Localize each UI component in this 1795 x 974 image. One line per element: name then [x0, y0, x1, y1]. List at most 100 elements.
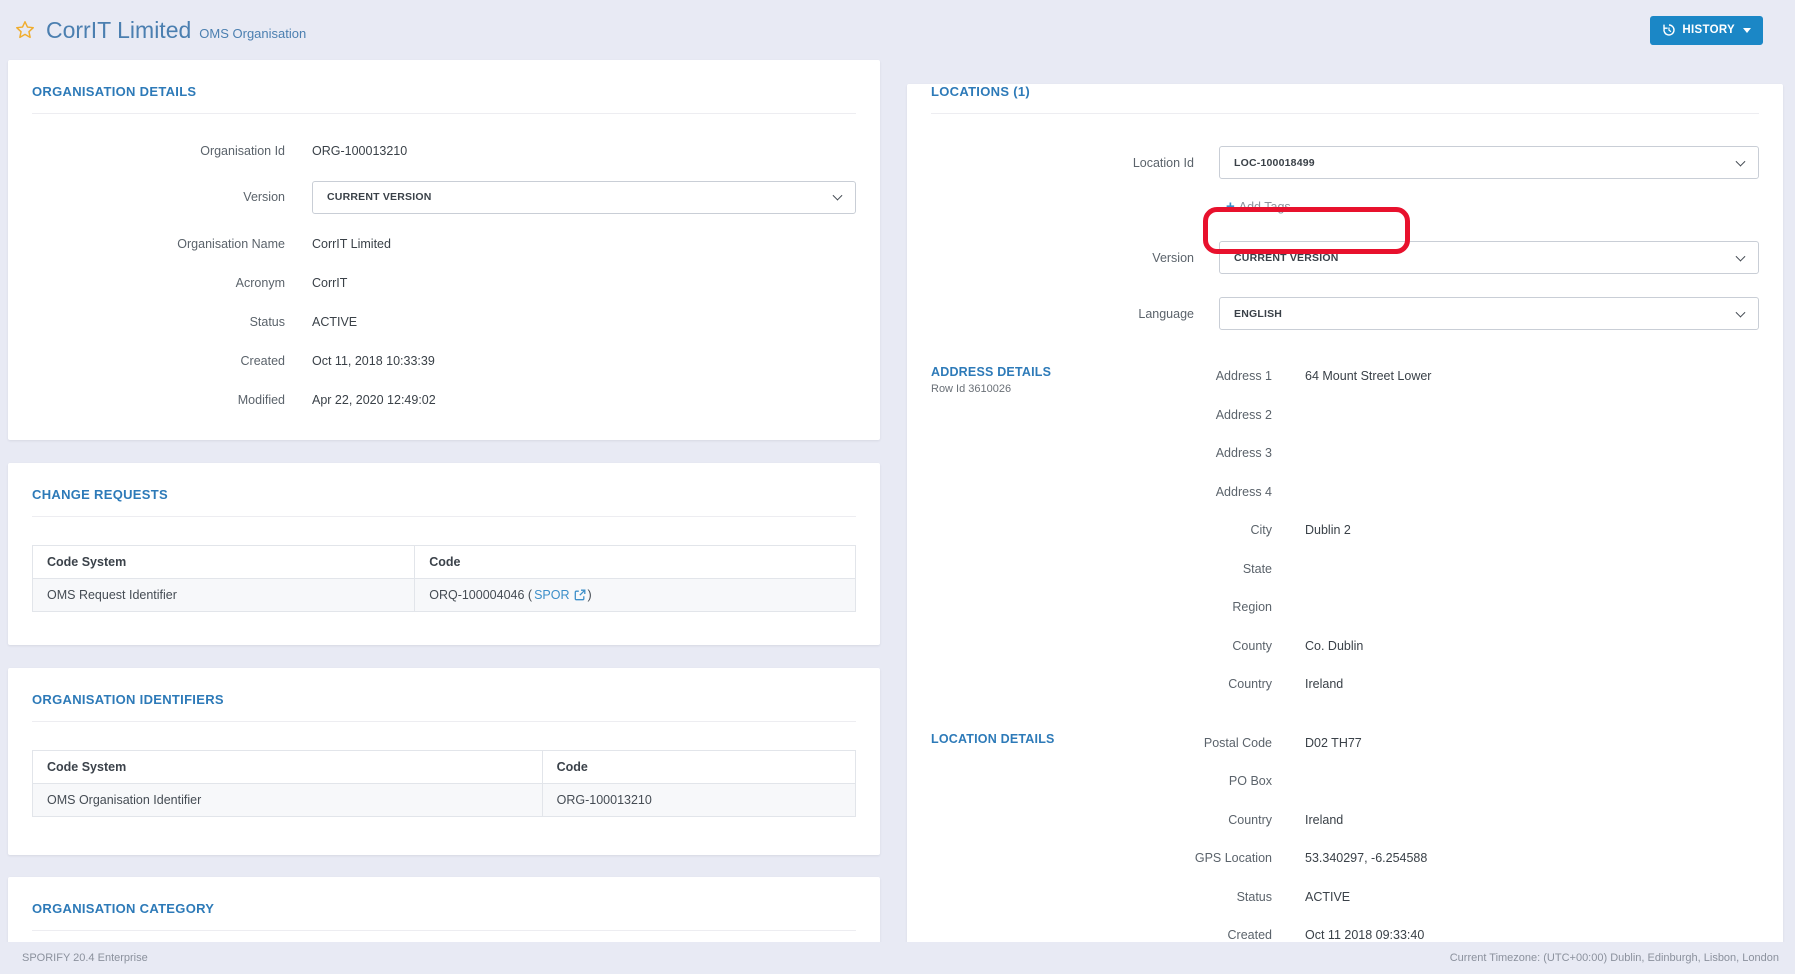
- field-label: Postal Code: [1203, 735, 1272, 750]
- change-requests-table: Code System Code OMS Request Identifier …: [32, 545, 856, 612]
- spor-link[interactable]: SPOR: [534, 588, 570, 602]
- field-label: Language: [1138, 306, 1194, 321]
- field-label: Address 1: [1215, 369, 1272, 384]
- cell-code: ORQ-100004046 ( SPOR ): [415, 579, 855, 611]
- org-version-select[interactable]: CURRENT VERSION: [312, 180, 856, 214]
- subsection-title-address-details: ADDRESS DETAILS: [931, 365, 1052, 379]
- organisation-details-card: ORGANISATION DETAILS Organisation Id ORG…: [8, 60, 880, 440]
- divider: [32, 516, 856, 517]
- field-value: Oct 11, 2018 10:33:39: [312, 353, 435, 368]
- field-value: CorrIT Limited: [312, 236, 391, 251]
- external-link-icon[interactable]: [574, 589, 586, 601]
- divider: [32, 113, 856, 114]
- caret-down-icon: [1743, 27, 1751, 33]
- page-subtitle: OMS Organisation: [199, 25, 307, 41]
- field-row-organisation-id: Organisation Id ORG-100013210: [32, 131, 856, 170]
- cell-code: ORG-100013210: [556, 793, 652, 807]
- history-button[interactable]: HISTORY: [1650, 15, 1763, 45]
- field-row-region: Region: [931, 588, 1759, 627]
- field-label: Country: [1228, 812, 1272, 827]
- field-label: Address 3: [1215, 446, 1272, 461]
- row-id-text: Row Id 3610026: [931, 383, 1012, 395]
- field-row-po-box: PO Box: [931, 762, 1759, 801]
- divider: [32, 721, 856, 722]
- field-label: PO Box: [1228, 774, 1272, 789]
- section-title-organisation-details: ORGANISATION DETAILS: [32, 84, 197, 99]
- location-details-section: LOCATION DETAILS Postal Code D02 TH77 PO…: [931, 724, 1759, 955]
- locations-card: LOCATIONS (1) Location Id LOC-100018499: [907, 84, 1783, 974]
- history-button-label: HISTORY: [1682, 24, 1735, 36]
- footer-timezone: Current Timezone: (UTC+00:00) Dublin, Ed…: [1449, 952, 1779, 964]
- field-label: Address 2: [1215, 407, 1272, 422]
- field-value: CorrIT: [312, 275, 348, 290]
- field-label: Region: [1232, 600, 1272, 615]
- table-row: OMS Request Identifier ORQ-100004046 ( S…: [33, 578, 855, 611]
- field-row-state: State: [931, 550, 1759, 589]
- organisation-identifiers-card: ORGANISATION IDENTIFIERS Code System Cod…: [8, 668, 880, 855]
- section-title-change-requests: CHANGE REQUESTS: [32, 487, 168, 502]
- cell-code-system: OMS Request Identifier: [33, 579, 416, 611]
- chevron-down-icon: [1735, 307, 1746, 318]
- selected-value: LOC-100018499: [1234, 156, 1315, 169]
- field-label: Created: [240, 353, 285, 368]
- field-value: Ireland: [1305, 812, 1344, 827]
- divider: [931, 113, 1759, 114]
- field-row-county: County Co. Dublin: [931, 627, 1759, 666]
- right-column: LOCATIONS (1) Location Id LOC-100018499: [907, 60, 1783, 974]
- field-row-gps-location: GPS Location 53.340297, -6.254588: [931, 839, 1759, 878]
- field-label: Created: [1227, 928, 1272, 943]
- column-header-code: Code: [429, 555, 461, 569]
- field-value: Dublin 2: [1305, 523, 1351, 538]
- page-title-group: CorrIT Limited OMS Organisation: [46, 17, 306, 44]
- section-title-organisation-identifiers: ORGANISATION IDENTIFIERS: [32, 692, 224, 707]
- field-row-address-3: Address 3: [931, 434, 1759, 473]
- add-tags-link[interactable]: + Add Tags: [1226, 198, 1291, 215]
- field-row-city: City Dublin 2: [931, 511, 1759, 550]
- chevron-down-icon: [832, 190, 843, 201]
- history-icon: [1662, 23, 1676, 37]
- add-tags-row: + Add Tags: [931, 182, 1759, 231]
- field-row-acronym: Acronym CorrIT: [32, 263, 856, 302]
- field-label: Organisation Id: [200, 143, 285, 158]
- column-header-code-system: Code System: [33, 751, 543, 783]
- location-details-header: LOCATION DETAILS: [931, 732, 1191, 746]
- selected-value: ENGLISH: [1234, 307, 1283, 320]
- field-value: Apr 22, 2020 12:49:02: [312, 392, 436, 407]
- field-row-version: Version CURRENT VERSION: [32, 170, 856, 224]
- column-header-code-system: Code System: [33, 546, 416, 578]
- field-label: GPS Location: [1194, 851, 1272, 866]
- field-value: 53.340297, -6.254588: [1305, 851, 1428, 866]
- field-value: ACTIVE: [312, 314, 358, 329]
- field-row-organisation-name: Organisation Name CorrIT Limited: [32, 224, 856, 263]
- field-row-address-4: Address 4: [931, 473, 1759, 512]
- field-value: Co. Dublin: [1305, 638, 1364, 653]
- location-id-select[interactable]: LOC-100018499: [1219, 146, 1759, 179]
- code-text: ORQ-100004046 (: [429, 588, 533, 602]
- field-label: Organisation Name: [177, 236, 285, 251]
- table-header-row: Code System Code: [33, 751, 855, 783]
- field-label: Country: [1228, 677, 1272, 692]
- footer-bar: SPORIFY 20.4 Enterprise Current Timezone…: [0, 942, 1795, 974]
- field-row-language: Language ENGLISH: [931, 294, 1759, 333]
- field-label: Acronym: [235, 275, 285, 290]
- top-bar: CorrIT Limited OMS Organisation HISTORY: [0, 0, 1795, 60]
- field-row-country: Country Ireland: [931, 665, 1759, 704]
- field-label: Status: [249, 314, 285, 329]
- language-select[interactable]: ENGLISH: [1219, 297, 1759, 330]
- field-value: 64 Mount Street Lower: [1305, 369, 1432, 384]
- selected-value: CURRENT VERSION: [1234, 251, 1339, 264]
- add-tags-label: Add Tags: [1238, 199, 1291, 214]
- plus-icon: +: [1226, 198, 1235, 215]
- field-label: Version: [1152, 250, 1194, 265]
- column-header-code: Code: [556, 760, 588, 774]
- organisation-identifiers-table: Code System Code OMS Organisation Identi…: [32, 750, 856, 817]
- address-details-section: ADDRESS DETAILS Row Id 3610026 Address 1…: [931, 357, 1759, 704]
- field-value: D02 TH77: [1305, 735, 1362, 750]
- field-label: County: [1232, 638, 1272, 653]
- field-value: ACTIVE: [1305, 889, 1351, 904]
- location-version-select[interactable]: CURRENT VERSION: [1219, 241, 1759, 274]
- change-requests-card: CHANGE REQUESTS Code System Code OMS Req…: [8, 463, 880, 645]
- code-text-close: ): [587, 588, 592, 602]
- organisation-details-body: Organisation Id ORG-100013210 Version CU…: [8, 114, 880, 419]
- favorite-star-icon[interactable]: [14, 19, 36, 41]
